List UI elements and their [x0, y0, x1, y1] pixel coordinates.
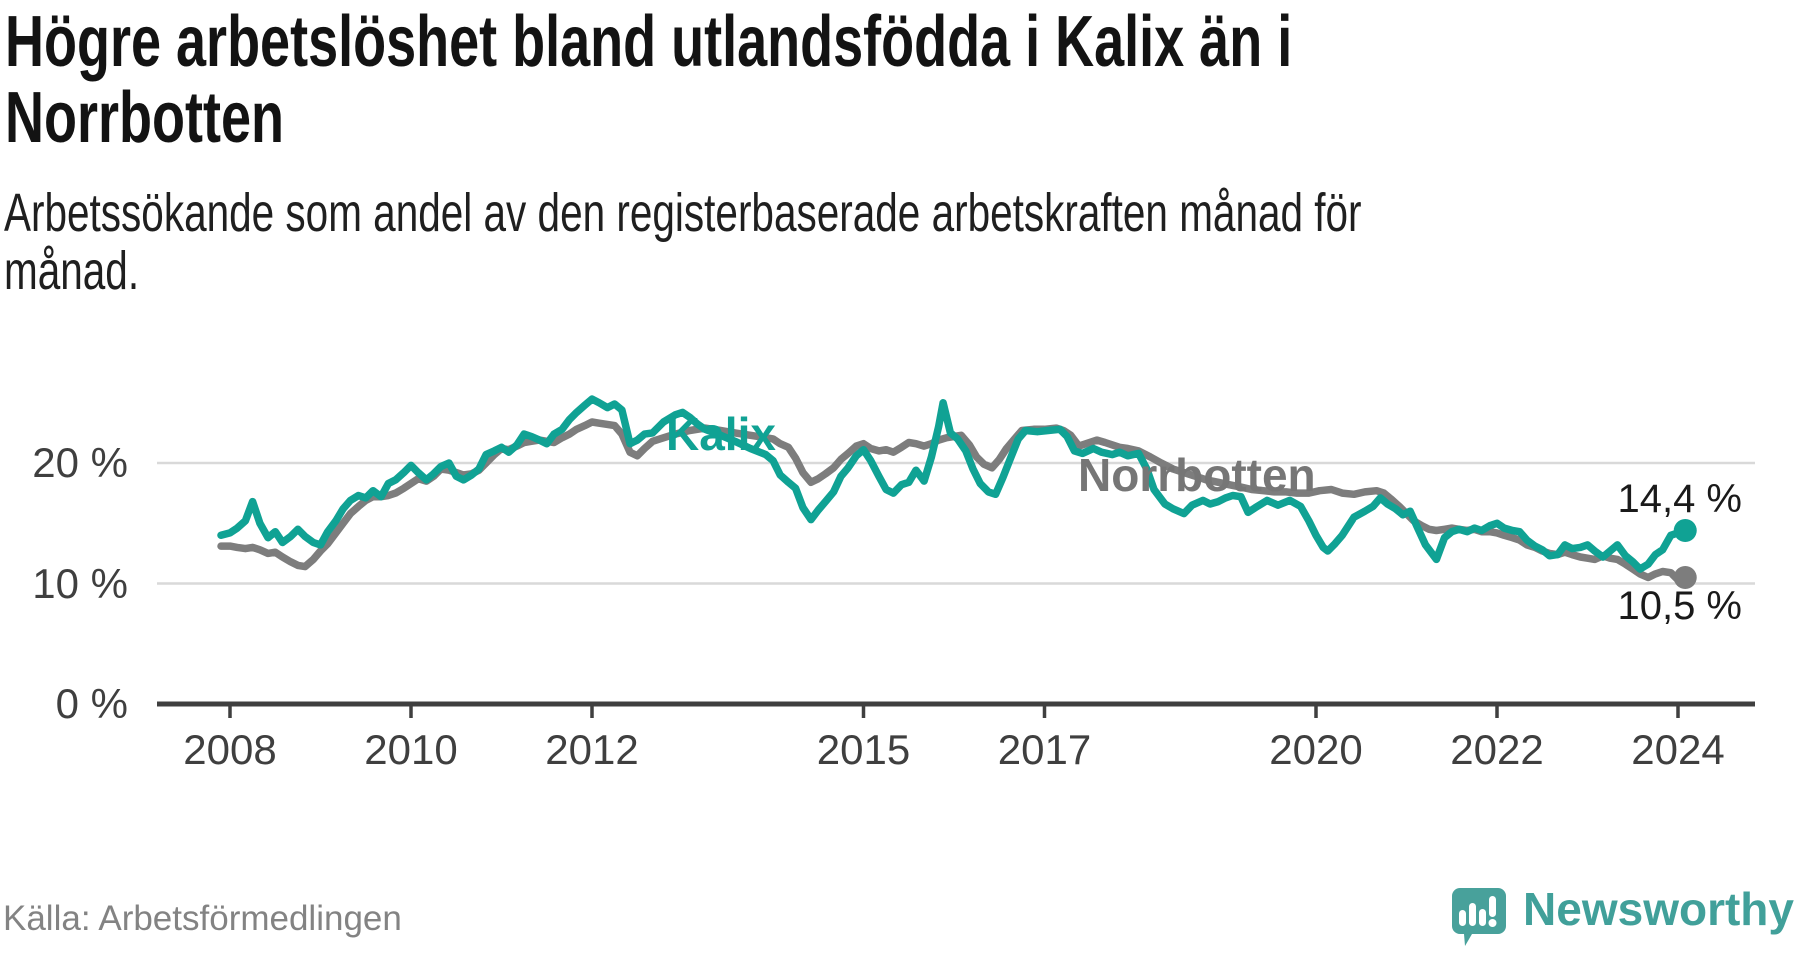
- y-axis-label: 0 %: [55, 680, 128, 727]
- newsworthy-brand-link[interactable]: Newsworthy: [1448, 878, 1794, 948]
- series-line-kalix: [217, 395, 1689, 573]
- title-line-2: Norrbotten: [5, 78, 284, 158]
- x-axis-label: 2015: [816, 726, 911, 773]
- source-caption: Källa: Arbetsförmedlingen: [3, 899, 402, 938]
- y-axis-label: 10 %: [32, 559, 128, 607]
- newsworthy-brand-name: Newsworthy: [1523, 883, 1794, 935]
- page-title: Högre arbetslöshet bland utlandsfödda i …: [5, 4, 1292, 156]
- end-value-label-norrbotten: 10,5 %: [1617, 584, 1742, 628]
- x-axis-label: 2022: [1450, 726, 1544, 773]
- subtitle-line-2: månad.: [4, 241, 140, 301]
- end-value-label-kalix: 14,4 %: [1617, 477, 1742, 521]
- x-axis-label: 2012: [545, 726, 639, 773]
- newsworthy-logo-icon: [1448, 878, 1507, 948]
- series-line-norrbotten: [217, 418, 1689, 584]
- x-axis-label: 2020: [1269, 726, 1363, 773]
- end-dot-norrbotten: [1673, 565, 1697, 589]
- x-axis-label: 2008: [183, 726, 277, 773]
- x-axis-label: 2010: [364, 726, 458, 773]
- x-axis-label: 2017: [997, 726, 1092, 773]
- chart-subtitle: Arbetssökande som andel av den registerb…: [4, 184, 1362, 300]
- y-axis-label: 20 %: [32, 439, 128, 486]
- series-label-kalix: Kalix: [666, 408, 776, 460]
- series-label-norrbotten: Norrbotten: [1078, 449, 1316, 501]
- title-line-1: Högre arbetslöshet bland utlandsfödda i …: [5, 2, 1293, 82]
- x-axis-label: 2024: [1631, 726, 1725, 773]
- subtitle-line-1: Arbetssökande som andel av den registerb…: [4, 183, 1362, 243]
- end-dot-kalix: [1673, 518, 1697, 542]
